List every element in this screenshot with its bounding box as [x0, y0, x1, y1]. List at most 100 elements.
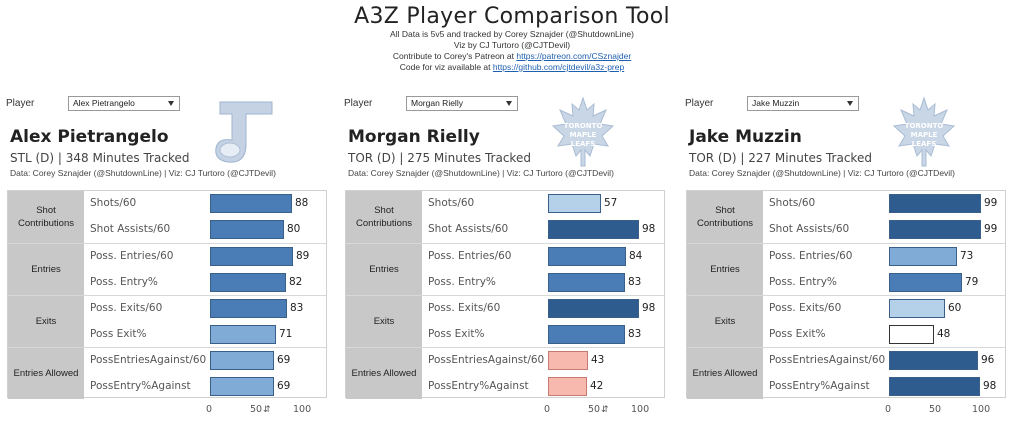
metric-row[interactable]: Poss. Entry% 83 [422, 270, 664, 296]
metric-bar[interactable] [548, 220, 639, 239]
metric-row[interactable]: Shot Assists/60 98 [422, 217, 664, 243]
metric-row[interactable]: Poss. Entry% 82 [84, 270, 326, 296]
metric-bar[interactable] [548, 273, 625, 292]
metric-bar[interactable] [210, 351, 274, 370]
metric-value: 73 [960, 250, 974, 262]
category-label: Entries Allowed [346, 348, 422, 399]
metric-row[interactable]: Poss. Entries/60 73 [763, 244, 1005, 270]
metric-row[interactable]: Poss. Exits/60 98 [422, 296, 664, 322]
metric-label: PossEntry%Against [769, 380, 870, 392]
metric-row[interactable]: Poss. Exits/60 60 [763, 296, 1005, 322]
metric-row[interactable]: Shot Assists/60 80 [84, 217, 326, 243]
metric-row[interactable]: Poss. Entries/60 84 [422, 244, 664, 270]
sort-descending-icon[interactable]: ⇵ [263, 404, 271, 414]
metric-group: Entries Allowed PossEntriesAgainst/60 96 Po… [687, 347, 1005, 399]
metric-bar[interactable] [210, 247, 293, 266]
logo-text-2: MAPLE [911, 131, 938, 139]
metric-row[interactable]: Shots/60 99 [763, 191, 1005, 217]
metric-value: 98 [642, 302, 656, 314]
metric-row[interactable]: Shots/60 57 [422, 191, 664, 217]
chevron-down-icon [506, 101, 512, 106]
metric-bar[interactable] [210, 273, 286, 292]
sort-descending-icon[interactable]: ⇵ [601, 404, 609, 414]
metric-row[interactable]: Shot Assists/60 99 [763, 217, 1005, 243]
patreon-prefix: Contribute to Corey's Patreon at [392, 51, 517, 61]
metric-bar[interactable] [210, 377, 274, 396]
metric-bar[interactable] [548, 351, 588, 370]
metric-bar[interactable] [889, 194, 981, 213]
metric-bar[interactable] [889, 220, 981, 239]
x-axis-tick: 0 [885, 404, 892, 415]
metric-group: Shot Contributions Shots/60 99 Shot Assists… [687, 191, 1005, 243]
metric-value: 43 [591, 354, 605, 366]
player-info: STL (D) | 348 Minutes Tracked [10, 151, 190, 165]
metric-bar[interactable] [210, 194, 292, 213]
category-label: Entries [346, 244, 422, 295]
metric-bar[interactable] [889, 351, 978, 370]
metric-value: 79 [965, 276, 979, 288]
x-axis-tick: 50 [588, 404, 601, 415]
metric-row[interactable]: PossEntriesAgainst/60 69 [84, 348, 326, 374]
metric-label: Poss. Exits/60 [769, 302, 842, 314]
metric-row[interactable]: Poss. Entry% 79 [763, 270, 1005, 296]
patreon-link[interactable]: https://patreon.com/CSznajder [516, 51, 632, 61]
logo-text-2: MAPLE [570, 131, 597, 139]
metric-label: Shot Assists/60 [769, 223, 850, 235]
metrics-table: Shot Contributions Shots/60 57 Shot Assists… [345, 190, 665, 400]
metric-value: 60 [948, 302, 962, 314]
metric-row[interactable]: PossEntry%Against 69 [84, 374, 326, 400]
category-label: Entries Allowed [687, 348, 763, 399]
metric-bar[interactable] [889, 299, 945, 318]
github-link[interactable]: https://github.com/cjtdevil/a3z-prep [492, 62, 625, 72]
metric-row[interactable]: PossEntriesAgainst/60 43 [422, 348, 664, 374]
metric-value: 48 [937, 328, 951, 340]
metric-bar[interactable] [210, 299, 287, 318]
metric-bar[interactable] [210, 325, 276, 344]
player-name: Alex Pietrangelo [10, 127, 169, 147]
player-select-dropdown[interactable]: Alex Pietrangelo [68, 96, 180, 111]
metric-label: PossEntriesAgainst/60 [90, 354, 207, 366]
metric-label: PossEntry%Against [90, 380, 191, 392]
x-axis-tick: 50 [929, 404, 942, 415]
metric-label: Shots/60 [428, 197, 475, 209]
metric-row[interactable]: Poss Exit% 71 [84, 322, 326, 348]
player-select-dropdown[interactable]: Jake Muzzin [747, 96, 859, 111]
metric-value: 84 [629, 250, 643, 262]
metric-bar[interactable] [889, 273, 962, 292]
metric-row[interactable]: Poss Exit% 48 [763, 322, 1005, 348]
metric-label: Shots/60 [90, 197, 137, 209]
category-label: Entries [8, 244, 84, 295]
metric-label: Poss. Entries/60 [769, 250, 853, 262]
metric-value: 42 [590, 380, 604, 392]
data-source-note: All Data is 5v5 and tracked by Corey Szn… [390, 29, 634, 39]
x-axis-tick: 0 [206, 404, 213, 415]
player-select-dropdown[interactable]: Morgan Rielly [406, 96, 518, 111]
metric-row[interactable]: PossEntry%Against 98 [763, 374, 1005, 400]
x-axis-tick: 50 [250, 404, 263, 415]
player-info: TOR (D) | 275 Minutes Tracked [348, 151, 531, 165]
metric-row[interactable]: Poss. Entries/60 89 [84, 244, 326, 270]
metric-value: 82 [289, 276, 303, 288]
metric-value: 99 [984, 197, 998, 209]
metric-row[interactable]: PossEntry%Against 42 [422, 374, 664, 400]
logo-text-1: TORONTO [905, 122, 944, 130]
metric-row[interactable]: Shots/60 88 [84, 191, 326, 217]
player-panel-2: Player Morgan Rielly TORONTO MAPLE LEAFS Morg… [338, 92, 672, 422]
metric-bar[interactable] [548, 299, 639, 318]
metric-bar[interactable] [548, 247, 626, 266]
player-select-value: Alex Pietrangelo [73, 98, 135, 108]
logo-text-3: LEAFS [912, 140, 936, 148]
metric-row[interactable]: Poss Exit% 83 [422, 322, 664, 348]
metric-value: 98 [983, 380, 997, 392]
metric-bar[interactable] [548, 377, 587, 396]
metric-row[interactable]: PossEntriesAgainst/60 96 [763, 348, 1005, 374]
metric-bar[interactable] [889, 325, 934, 344]
metric-bar[interactable] [548, 194, 601, 213]
metric-label: Poss. Exits/60 [90, 302, 163, 314]
metric-row[interactable]: Poss. Exits/60 83 [84, 296, 326, 322]
metric-bar[interactable] [548, 325, 625, 344]
metric-bar[interactable] [210, 220, 284, 239]
metric-bar[interactable] [889, 247, 957, 266]
metric-value: 83 [628, 328, 642, 340]
metric-bar[interactable] [889, 377, 980, 396]
